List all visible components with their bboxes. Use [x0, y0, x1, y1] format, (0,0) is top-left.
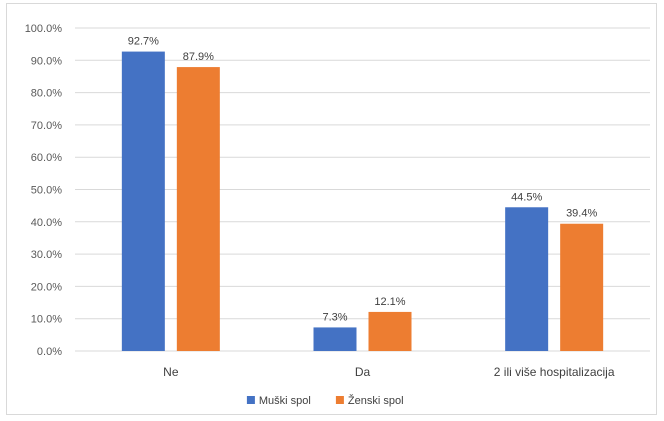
data-label: 7.3% [322, 311, 347, 323]
legend-swatch [335, 396, 344, 404]
bar-zenski [560, 223, 604, 351]
y-tick-label: 70.0% [31, 120, 62, 132]
y-tick-label: 40.0% [31, 217, 62, 229]
bar-zenski [368, 311, 412, 351]
legend-label: Muški spol [259, 395, 311, 407]
y-tick-label: 20.0% [31, 281, 62, 293]
data-label: 92.7% [128, 36, 159, 48]
data-label: 44.5% [511, 191, 542, 203]
x-tick-label: Ne [163, 365, 179, 379]
data-label: 12.1% [374, 296, 405, 308]
y-tick-label: 90.0% [31, 55, 62, 67]
data-label: 39.4% [566, 208, 597, 220]
y-tick-label: 0.0% [37, 346, 62, 358]
y-tick-label: 100.0% [25, 23, 63, 35]
legend-swatch [246, 396, 255, 404]
y-tick-label: 80.0% [31, 88, 62, 100]
data-label: 87.9% [183, 51, 214, 63]
legend-label: Ženski spol [348, 394, 404, 407]
x-tick-label: 2 ili više hospitalizacija [494, 365, 615, 379]
y-tick-label: 10.0% [31, 314, 62, 326]
bar-muski [313, 327, 357, 351]
bar-zenski [176, 67, 220, 351]
bar-muski [121, 51, 165, 351]
y-tick-label: 50.0% [31, 185, 62, 197]
y-tick-label: 30.0% [31, 249, 62, 261]
x-tick-label: Da [355, 365, 371, 379]
y-tick-label: 60.0% [31, 152, 62, 164]
bar-muski [505, 207, 549, 351]
